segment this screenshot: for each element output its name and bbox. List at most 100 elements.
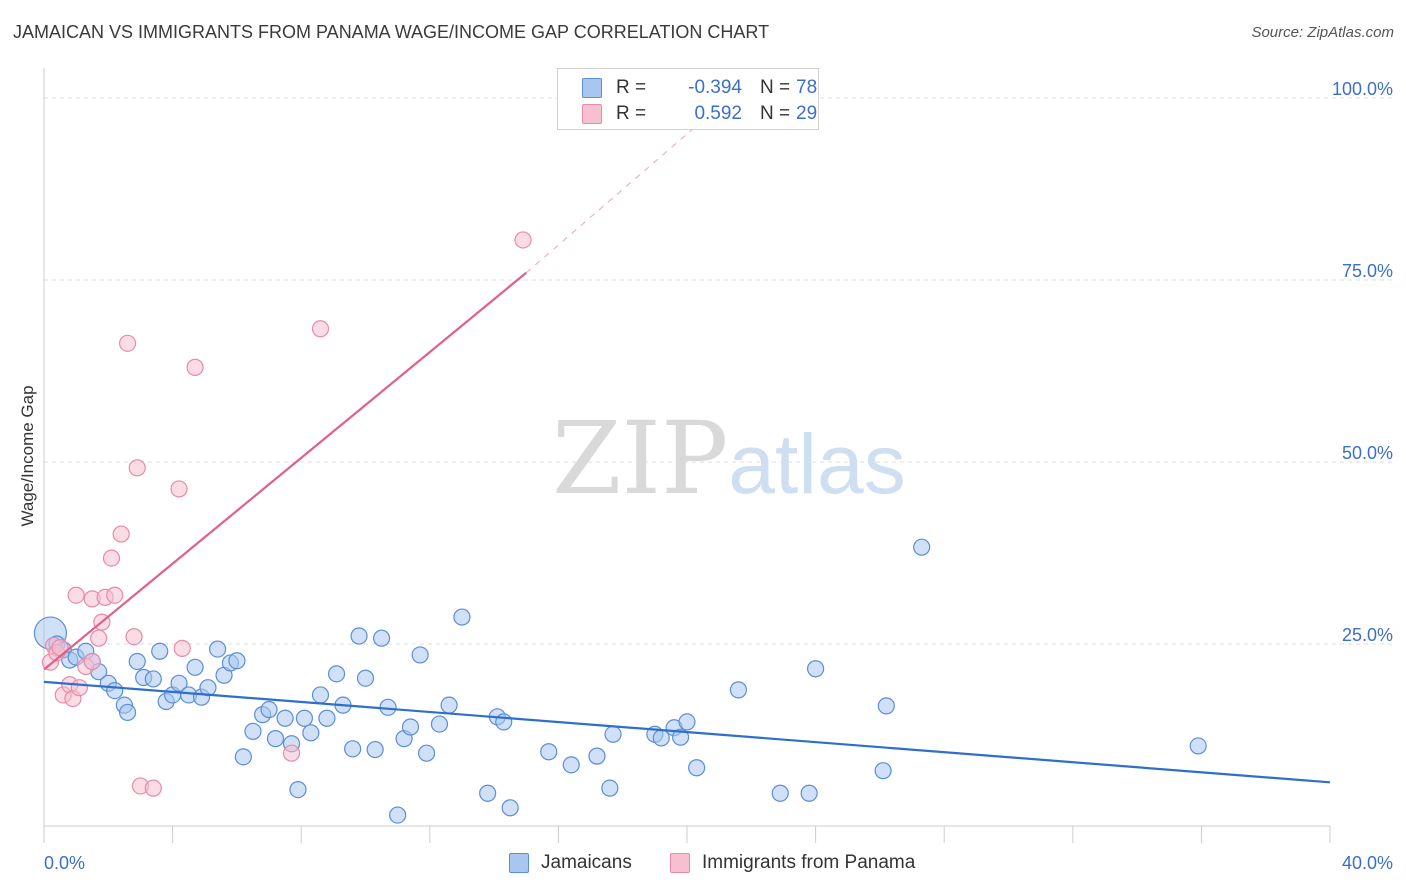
data-point-jamaicans [806, 660, 825, 678]
data-point-jamaicans [118, 703, 137, 722]
data-point-jamaicans [588, 747, 606, 765]
data-point-jamaicans [289, 780, 307, 799]
data-point-jamaicans [1189, 737, 1207, 755]
legend-r-label: R = [616, 103, 647, 124]
data-point-jamaicans [604, 725, 622, 743]
legend-swatch-pink [670, 853, 690, 873]
legend-r-label: R = [616, 77, 647, 98]
data-point-panama [118, 334, 137, 352]
legend-label: Immigrants from Panama [702, 852, 916, 873]
data-point-panama [70, 679, 88, 697]
data-point-jamaicans [350, 627, 368, 645]
data-point-jamaicans [453, 608, 471, 626]
legend-n-label: N = [760, 77, 791, 98]
y-tick-label: 50.0% [1342, 443, 1393, 463]
legend-swatch-pink [582, 104, 602, 124]
data-point-jamaicans [417, 744, 436, 762]
data-point-panama [90, 629, 108, 647]
data-point-panama [112, 525, 130, 543]
data-point-jamaicans [327, 665, 346, 683]
data-point-jamaicans [318, 709, 336, 727]
x-tick-label: 40.0% [1342, 853, 1393, 873]
data-point-jamaicans [401, 718, 420, 736]
source-label: Source: ZipAtlas.com [1251, 24, 1394, 41]
data-point-panama [67, 586, 85, 604]
data-point-jamaicans [356, 669, 375, 687]
x-tick-label: 0.0% [44, 853, 85, 873]
data-point-jamaicans [540, 743, 558, 761]
legend-n-label: N = [760, 103, 791, 124]
data-point-jamaicans [562, 756, 580, 774]
stats-legend: R = -0.394 N = 78 R = 0.592 N = 29 [557, 68, 819, 130]
watermark-atlas: atlas [728, 417, 906, 511]
data-point-jamaicans [366, 740, 384, 759]
data-point-jamaicans [344, 740, 362, 758]
data-point-jamaicans [234, 748, 252, 766]
data-point-panama [125, 628, 143, 646]
legend-r-value: -0.394 [688, 77, 742, 98]
data-point-jamaicans [372, 629, 391, 647]
data-point-jamaicans [151, 642, 169, 660]
legend-n-value: 78 [796, 77, 818, 98]
data-point-jamaicans [128, 652, 146, 671]
data-point-jamaicans [771, 784, 789, 802]
trend-line-jamaicans [43, 680, 1331, 784]
data-point-jamaicans [276, 709, 294, 727]
data-point-jamaicans [106, 681, 124, 700]
data-point-jamaicans [877, 697, 895, 715]
data-point-panama [106, 586, 124, 604]
data-point-jamaicans [260, 700, 278, 719]
legend-swatch-blue [582, 78, 602, 98]
data-point-jamaicans [800, 784, 818, 802]
y-tick-label: 75.0% [1342, 261, 1393, 281]
legend-r-value: 0.592 [694, 103, 742, 124]
data-point-jamaicans [671, 728, 690, 746]
y-tick-label: 100.0% [1332, 79, 1393, 99]
data-point-jamaicans [729, 681, 748, 699]
data-point-jamaicans [479, 784, 497, 802]
data-point-jamaicans [430, 715, 449, 733]
data-point-jamaicans [389, 806, 407, 824]
data-point-jamaicans [186, 658, 204, 676]
trend-line-panama [43, 271, 527, 671]
data-point-panama [186, 358, 204, 376]
data-point-jamaicans [144, 670, 162, 688]
data-point-panama [282, 744, 301, 762]
legend-row-jamaicans: R = -0.394 N = 78 [582, 77, 817, 101]
data-point-panama [83, 652, 101, 671]
data-point-panama [128, 459, 146, 477]
watermark-zip: ZIP [552, 400, 729, 517]
data-point-jamaicans [601, 779, 619, 797]
data-point-jamaicans [874, 762, 892, 780]
data-point-jamaicans [501, 799, 519, 817]
y-axis-label: Wage/Income Gap [18, 385, 37, 527]
chart-title: JAMAICAN VS IMMIGRANTS FROM PANAMA WAGE/… [13, 22, 770, 42]
data-point-jamaicans [913, 538, 931, 556]
data-point-jamaicans [295, 709, 314, 727]
data-point-panama [51, 639, 69, 657]
data-point-jamaicans [688, 759, 706, 777]
legend-label: Jamaicans [541, 852, 632, 873]
data-point-jamaicans [244, 722, 262, 740]
trend-line-panama-extension [525, 97, 730, 274]
data-point-jamaicans [228, 652, 246, 670]
legend-n-value: 29 [796, 103, 818, 124]
data-point-jamaicans [311, 686, 330, 704]
data-point-jamaicans [411, 646, 429, 664]
data-point-jamaicans [266, 730, 285, 748]
data-point-jamaicans [440, 696, 458, 714]
data-point-panama [170, 480, 188, 498]
data-point-panama [144, 779, 162, 797]
data-point-jamaicans [209, 640, 227, 658]
data-point-panama [173, 639, 191, 657]
legend-row-panama: R = 0.592 N = 29 [582, 103, 817, 127]
data-point-jamaicans [678, 713, 696, 731]
data-point-panama [102, 549, 121, 567]
data-point-panama [311, 320, 330, 338]
data-point-panama [514, 231, 532, 249]
y-tick-label: 25.0% [1342, 625, 1393, 645]
data-point-jamaicans [302, 724, 320, 742]
legend-swatch-blue [509, 853, 529, 873]
watermark: ZIPatlas [552, 400, 906, 517]
